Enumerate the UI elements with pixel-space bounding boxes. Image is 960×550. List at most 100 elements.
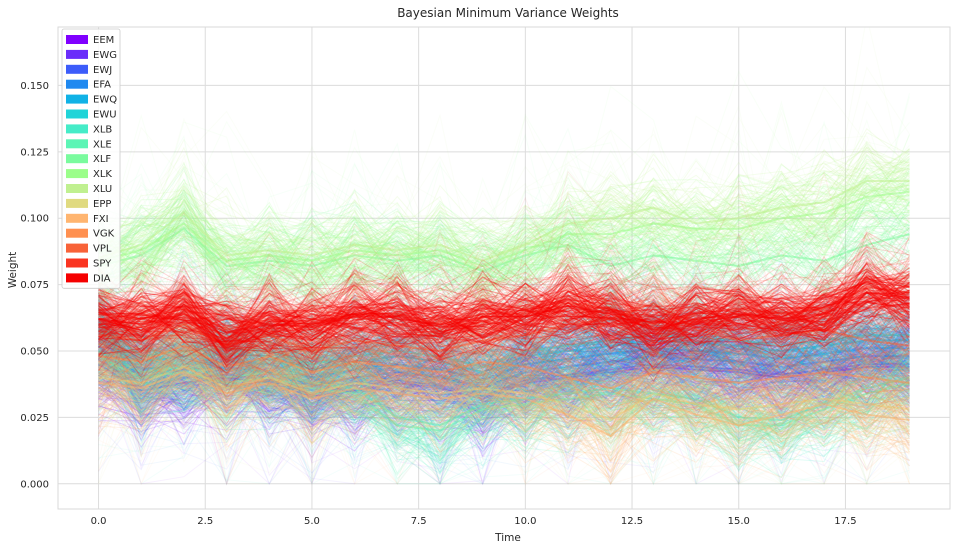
series-sample-line xyxy=(98,336,910,474)
series-sample-line xyxy=(98,301,910,353)
series-sample-line xyxy=(98,174,910,272)
series-sample-line xyxy=(98,320,910,423)
series-sample-line xyxy=(98,347,910,463)
series-sample-line xyxy=(98,152,910,271)
series-sample-line xyxy=(98,140,910,304)
legend-label: EPP xyxy=(93,199,111,210)
series-sample-line xyxy=(98,113,910,312)
series-sample-line xyxy=(98,348,910,442)
series-sample-line xyxy=(98,275,910,342)
series-mean-line xyxy=(98,286,910,331)
series-sample-line xyxy=(98,326,910,430)
series-sample-line xyxy=(98,268,910,476)
series-sample-line xyxy=(98,310,910,384)
series-sample-line xyxy=(98,267,910,486)
series-sample-line xyxy=(98,296,910,356)
series-sample-line xyxy=(98,338,910,446)
series-sample-line xyxy=(98,310,910,410)
series-sample-line xyxy=(98,210,910,321)
series-sample-line xyxy=(98,324,910,432)
series-sample-line xyxy=(98,327,910,429)
series-sample-line xyxy=(98,294,910,388)
series-sample-line xyxy=(98,278,910,365)
y-tick-label: 0.025 xyxy=(20,413,49,424)
series-sample-line xyxy=(98,335,910,425)
series-sample-line xyxy=(98,258,910,486)
series-sample-line xyxy=(98,220,910,308)
series-sample-line xyxy=(98,286,910,375)
series-sample-line xyxy=(98,209,910,309)
series-sample-line xyxy=(98,352,910,421)
series-sample-line xyxy=(98,281,910,345)
series-sample-line xyxy=(98,324,910,430)
series-sample-line xyxy=(98,280,910,390)
series-sample-line xyxy=(98,278,910,357)
series-sample-line xyxy=(98,161,910,300)
series-sample-line xyxy=(98,151,910,275)
series-sample-line xyxy=(98,263,910,485)
series-sample-line xyxy=(98,316,910,399)
series-sample-line xyxy=(98,356,910,472)
series-sample-line xyxy=(98,361,910,435)
series-sample-line xyxy=(98,301,910,397)
series-sample-line xyxy=(98,332,910,414)
plot-frame xyxy=(57,26,951,510)
series-sample-line xyxy=(98,264,910,391)
series-sample-line xyxy=(98,343,910,445)
series-mean-line xyxy=(98,344,910,390)
series-sample-line xyxy=(98,210,910,410)
series-sample-line xyxy=(98,354,910,449)
series-sample-line xyxy=(98,193,910,292)
series-sample-line xyxy=(98,127,910,346)
series-sample-line xyxy=(98,277,910,346)
series-sample-line xyxy=(98,262,910,370)
series-sample-line xyxy=(98,160,910,281)
series-sample-line xyxy=(98,250,910,433)
series-sample-line xyxy=(98,278,910,365)
series-sample-line xyxy=(98,311,910,399)
series-sample-line xyxy=(98,222,910,459)
legend-label: SPY xyxy=(93,259,112,270)
series-sample-line xyxy=(98,300,910,395)
series-sample-line xyxy=(98,283,910,356)
series-sample-line xyxy=(98,325,910,435)
series-sample-line xyxy=(98,310,910,403)
series-xlu xyxy=(98,27,910,396)
series-sample-line xyxy=(98,355,910,433)
series-sample-line xyxy=(98,163,910,308)
series-sample-line xyxy=(98,287,910,485)
series-sample-line xyxy=(98,343,910,451)
series-sample-line xyxy=(98,340,910,460)
series-sample-line xyxy=(98,315,910,401)
series-sample-line xyxy=(98,332,910,434)
series-sample-line xyxy=(98,280,910,360)
series-sample-line xyxy=(98,321,910,426)
series-sample-line xyxy=(98,148,910,285)
series-sample-line xyxy=(98,170,910,280)
series-sample-line xyxy=(98,255,910,486)
series-sample-line xyxy=(98,333,910,459)
series-sample-line xyxy=(98,252,910,382)
series-sample-line xyxy=(98,303,910,399)
series-sample-line xyxy=(98,151,910,309)
series-sample-line xyxy=(98,149,910,295)
series-sample-line xyxy=(98,187,910,319)
series-sample-line xyxy=(98,295,910,412)
series-sample-line xyxy=(98,302,910,391)
series-sample-line xyxy=(98,352,910,450)
series-sample-line xyxy=(98,301,910,412)
series-sample-line xyxy=(98,256,910,377)
series-sample-line xyxy=(98,167,910,298)
series-sample-line xyxy=(98,223,910,445)
series-sample-line xyxy=(98,257,910,379)
series-sample-line xyxy=(98,146,910,285)
series-sample-line xyxy=(98,327,910,408)
series-sample-line xyxy=(98,292,910,352)
series-sample-line xyxy=(98,301,910,401)
series-sample-line xyxy=(98,122,910,330)
series-sample-line xyxy=(98,355,910,473)
series-sample-line xyxy=(98,196,910,299)
series-sample-line xyxy=(98,310,910,393)
series-sample-line xyxy=(98,254,910,485)
